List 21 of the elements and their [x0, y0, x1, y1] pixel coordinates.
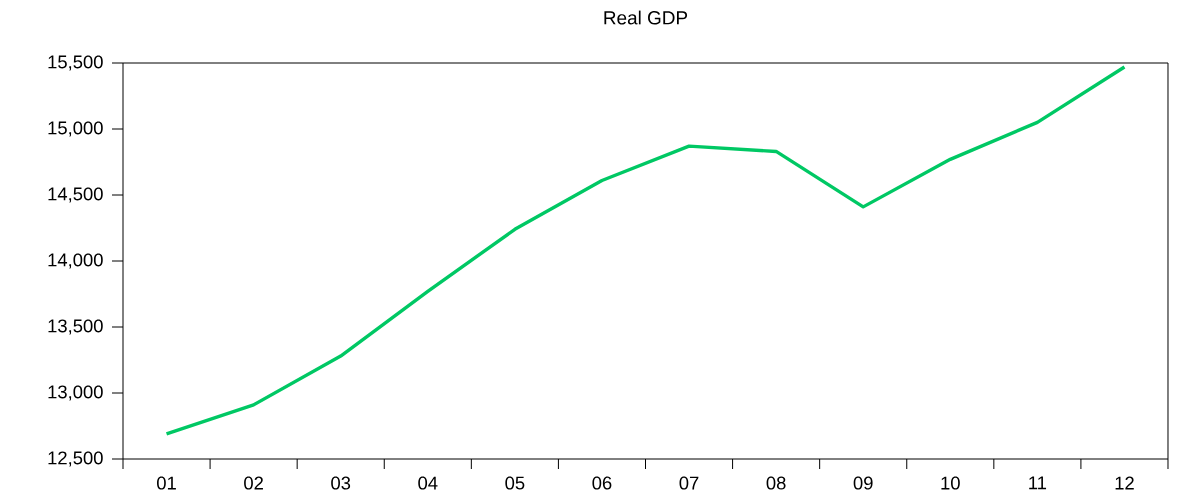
x-tick-label: 11 — [1029, 476, 1047, 490]
x-tick-label: 03 — [331, 476, 351, 490]
y-tick-label: 15,500 — [48, 55, 103, 71]
x-tick-label: 05 — [505, 476, 525, 490]
x-tick-label: 09 — [853, 476, 873, 490]
chart-title: Real GDP — [604, 10, 688, 25]
y-tick-label: 15,000 — [48, 121, 103, 137]
x-tick-label: 08 — [766, 476, 786, 490]
y-tick-label: 13,500 — [48, 319, 103, 335]
x-tick-label: 12 — [1115, 476, 1134, 490]
y-tick-label: 12,500 — [48, 451, 103, 467]
x-tick-label: 01 — [157, 476, 176, 490]
y-tick-label: 13,000 — [48, 385, 103, 401]
x-tick-label: 07 — [679, 476, 699, 490]
x-tick-label: 06 — [592, 476, 612, 490]
line-series — [164, 65, 1127, 436]
y-tick-label: 14,000 — [48, 253, 103, 269]
x-tick-label: 04 — [418, 476, 438, 490]
x-tick-label: 10 — [941, 476, 960, 490]
y-tick-label: 14,500 — [48, 187, 103, 203]
x-tick-label: 02 — [244, 476, 263, 490]
